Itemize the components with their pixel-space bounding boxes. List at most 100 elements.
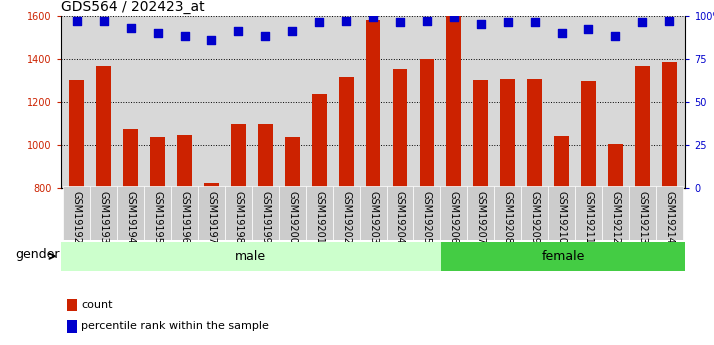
Text: GSM19193: GSM19193: [99, 190, 109, 243]
Bar: [96, 66, 111, 188]
Bar: [366, 20, 381, 188]
Text: GSM19204: GSM19204: [395, 190, 405, 244]
Text: GSM19197: GSM19197: [206, 190, 216, 244]
Text: GSM19201: GSM19201: [314, 190, 324, 244]
Point: [313, 20, 325, 25]
Bar: [494, 186, 521, 240]
Bar: [231, 125, 246, 188]
Point: [71, 18, 83, 23]
Text: GSM19199: GSM19199: [261, 190, 271, 243]
Point: [178, 33, 190, 39]
Bar: [581, 81, 596, 188]
Text: female: female: [541, 250, 585, 263]
Text: GSM19212: GSM19212: [610, 190, 620, 244]
Text: GSM19210: GSM19210: [557, 190, 567, 244]
Point: [152, 30, 164, 36]
Bar: [629, 186, 656, 240]
Bar: [441, 241, 685, 271]
Bar: [548, 186, 575, 240]
Bar: [662, 62, 677, 188]
Bar: [225, 186, 252, 240]
Point: [637, 20, 648, 25]
Bar: [527, 79, 542, 188]
Point: [260, 33, 271, 39]
Bar: [150, 137, 165, 188]
Bar: [386, 186, 413, 240]
Bar: [67, 299, 77, 311]
Bar: [64, 186, 90, 240]
Point: [610, 33, 621, 39]
Text: percentile rank within the sample: percentile rank within the sample: [81, 322, 269, 332]
Point: [475, 21, 486, 27]
Bar: [117, 186, 144, 240]
Point: [206, 37, 217, 42]
Bar: [554, 136, 569, 188]
Bar: [124, 129, 138, 188]
Bar: [575, 186, 602, 240]
Point: [448, 14, 460, 20]
Bar: [413, 186, 441, 240]
Bar: [198, 186, 225, 240]
Bar: [285, 137, 300, 188]
Bar: [312, 94, 326, 188]
Bar: [468, 186, 494, 240]
Point: [394, 20, 406, 25]
Text: GSM19214: GSM19214: [664, 190, 674, 244]
Text: GSM19202: GSM19202: [341, 190, 351, 244]
Bar: [393, 69, 408, 188]
Text: male: male: [236, 250, 266, 263]
Point: [583, 27, 594, 32]
Bar: [521, 186, 548, 240]
Text: GDS564 / 202423_at: GDS564 / 202423_at: [61, 0, 204, 14]
Bar: [144, 186, 171, 240]
Text: GSM19205: GSM19205: [422, 190, 432, 244]
Bar: [90, 186, 117, 240]
Bar: [635, 66, 650, 188]
Text: GSM19196: GSM19196: [179, 190, 189, 243]
Bar: [338, 77, 353, 188]
Bar: [278, 186, 306, 240]
Text: GSM19206: GSM19206: [449, 190, 459, 244]
Bar: [177, 135, 192, 188]
Bar: [306, 186, 333, 240]
Text: GSM19198: GSM19198: [233, 190, 243, 243]
Bar: [258, 125, 273, 188]
Text: GSM19203: GSM19203: [368, 190, 378, 244]
Bar: [608, 144, 623, 188]
Point: [663, 18, 675, 23]
Bar: [656, 186, 683, 240]
Text: GSM19195: GSM19195: [153, 190, 163, 244]
Point: [502, 20, 513, 25]
Bar: [446, 16, 461, 188]
Point: [556, 30, 568, 36]
Bar: [602, 186, 629, 240]
Point: [367, 14, 378, 20]
Text: GSM19209: GSM19209: [530, 190, 540, 244]
Bar: [501, 79, 515, 188]
Bar: [61, 241, 441, 271]
Text: GSM19213: GSM19213: [638, 190, 648, 244]
Text: GSM19207: GSM19207: [476, 190, 486, 244]
Point: [98, 18, 109, 23]
Bar: [360, 186, 386, 240]
Text: GSM19211: GSM19211: [583, 190, 593, 244]
Bar: [252, 186, 278, 240]
Bar: [441, 186, 468, 240]
Bar: [69, 80, 84, 188]
Point: [341, 18, 352, 23]
Bar: [333, 186, 360, 240]
Point: [286, 28, 298, 34]
Point: [529, 20, 540, 25]
Text: count: count: [81, 300, 113, 310]
Point: [421, 18, 433, 23]
Text: GSM19192: GSM19192: [72, 190, 82, 244]
Text: GSM19194: GSM19194: [126, 190, 136, 243]
Bar: [420, 59, 434, 188]
Point: [125, 25, 136, 30]
Bar: [473, 80, 488, 188]
Bar: [67, 320, 77, 333]
Text: GSM19208: GSM19208: [503, 190, 513, 244]
Point: [233, 28, 244, 34]
Bar: [171, 186, 198, 240]
Bar: [204, 183, 219, 188]
